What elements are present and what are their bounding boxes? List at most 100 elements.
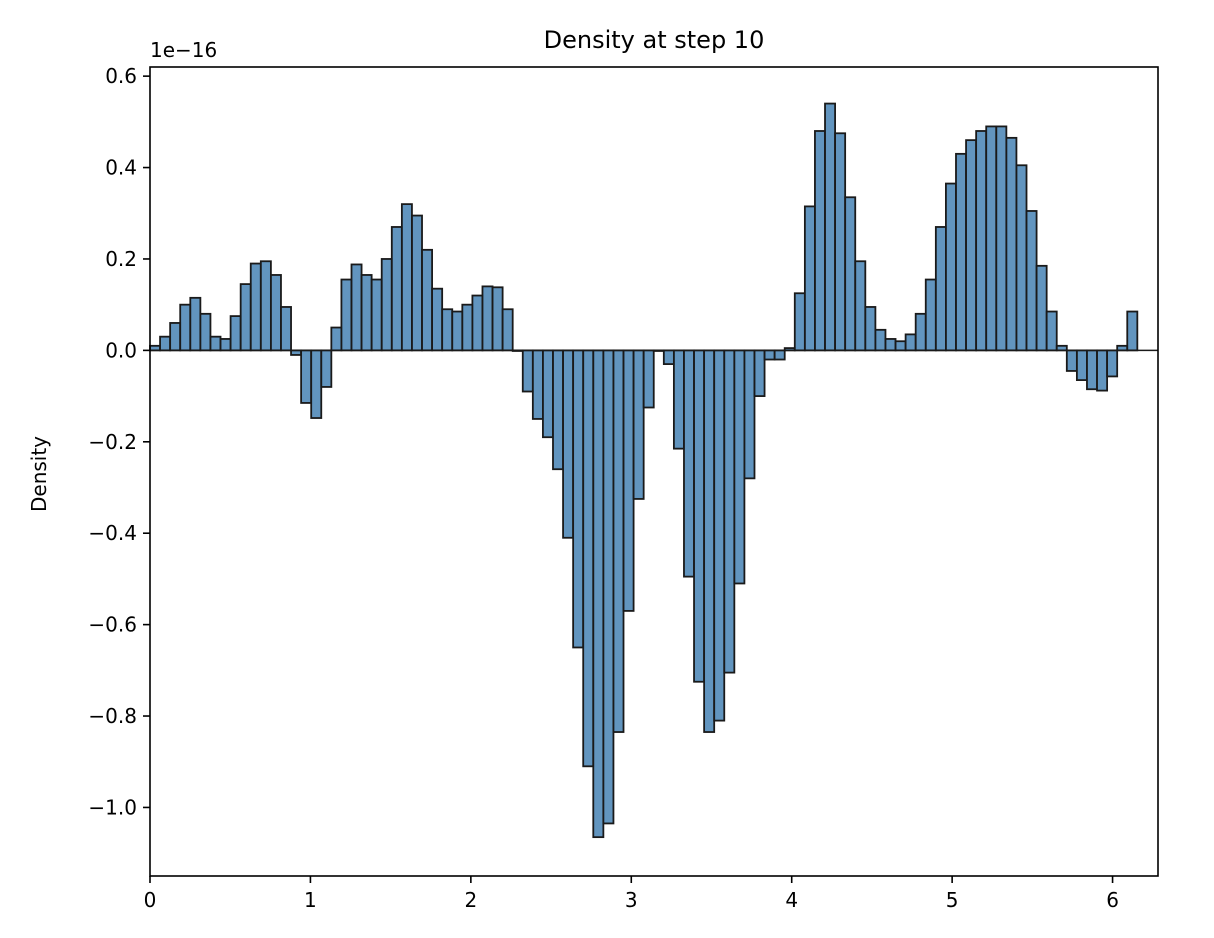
histogram-bar: [713, 349, 726, 722]
y-tick-label: 0.6: [105, 64, 137, 88]
histogram-bar: [350, 263, 363, 352]
histogram-bar: [1096, 349, 1109, 392]
histogram-bar: [259, 260, 272, 352]
histogram-bar: [531, 349, 544, 420]
y-tick-label: −0.4: [88, 521, 137, 545]
y-tick-label: −0.2: [88, 430, 137, 454]
histogram-bar: [1106, 349, 1119, 378]
histogram-bar: [642, 349, 655, 409]
histogram-bar: [1045, 310, 1058, 352]
histogram-bar: [491, 286, 504, 352]
x-axis-ticks: 0 1 2 3 4 5 6: [144, 876, 1119, 912]
plot-frame: [149, 66, 1159, 877]
histogram-bar: [683, 349, 695, 578]
histogram-bar: [1126, 310, 1139, 352]
histogram-bar: [1035, 264, 1048, 352]
histogram-bar: [269, 274, 282, 352]
histogram-bar: [955, 152, 967, 352]
histogram-bar: [421, 248, 433, 352]
histogram-bar: [773, 349, 786, 361]
histogram-bar: [934, 226, 947, 352]
histogram-bar: [763, 349, 776, 361]
histogram-bar: [703, 349, 716, 733]
histogram-bar: [370, 278, 383, 352]
histogram-bar: [451, 310, 464, 352]
histogram-bar: [824, 102, 836, 352]
histogram-bar: [672, 349, 685, 450]
histogram-bar: [552, 349, 564, 471]
histogram-bar: [300, 349, 313, 404]
histogram-bar: [521, 349, 534, 393]
histogram-bar: [803, 205, 816, 352]
histogram-bar: [693, 349, 706, 683]
x-tick-label: 3: [625, 888, 638, 912]
histogram-bar: [975, 130, 988, 352]
histogram-bar: [904, 333, 917, 352]
x-tick-label: 1: [304, 888, 317, 912]
histogram-bar: [209, 335, 222, 352]
y-tick-label: −0.8: [88, 704, 137, 728]
histogram-bar: [1025, 210, 1038, 352]
histogram-bar: [914, 312, 927, 352]
histogram-bar: [562, 349, 575, 539]
y-tick-label: 0.2: [105, 247, 137, 271]
histogram-bar: [400, 203, 413, 352]
histogram-bar: [1086, 349, 1098, 391]
histogram-bar: [743, 349, 756, 480]
histogram-bar: [340, 278, 353, 352]
histogram-bar: [1005, 136, 1018, 352]
histogram-bar: [199, 312, 212, 352]
histogram-bar: [622, 349, 635, 612]
histogram-bar: [461, 303, 474, 352]
y-axis-label: Density: [27, 436, 51, 512]
histogram-bar: [219, 338, 232, 352]
histogram-bar: [1015, 164, 1028, 352]
histogram-bar: [481, 285, 494, 352]
histogram-bar: [310, 349, 323, 419]
histogram-bar: [169, 322, 182, 352]
histogram-bar: [360, 274, 373, 352]
x-tick-label: 0: [144, 888, 157, 912]
histogram-bar: [753, 349, 766, 397]
histogram-bar: [542, 349, 554, 439]
histogram-bar: [239, 283, 252, 352]
histogram-bar: [411, 214, 423, 352]
histogram-bar: [874, 328, 887, 352]
histogram-bar: [612, 349, 625, 733]
chart-title: Density at step 10: [544, 26, 765, 54]
histogram-bar: [1075, 349, 1088, 381]
histogram-bar: [733, 349, 746, 585]
histogram-bar: [602, 349, 615, 825]
histogram-bar: [662, 349, 675, 365]
histogram-bar: [1065, 349, 1078, 372]
histogram-bar: [965, 139, 978, 352]
x-tick-label: 6: [1106, 888, 1119, 912]
histogram-bar: [501, 308, 514, 352]
histogram-bar: [189, 296, 202, 352]
histogram-bar: [834, 132, 847, 352]
histogram-bar: [330, 326, 343, 352]
y-axis-ticks: 0.6 0.4 0.2 0.0 −0.2 −0.4 −0.6 −0.8 −1.0: [88, 64, 150, 819]
histogram-bar: [793, 292, 806, 352]
histogram-bar: [471, 294, 484, 352]
histogram-bar: [723, 349, 736, 674]
histogram-bar: [380, 258, 393, 352]
x-tick-label: 2: [464, 888, 477, 912]
histogram-bar: [632, 349, 645, 500]
histogram-bar: [229, 315, 242, 352]
histogram-bar: [884, 338, 897, 352]
histogram-bar: [945, 182, 957, 352]
y-tick-label: 0.0: [105, 338, 137, 362]
histogram-bar: [894, 340, 907, 352]
histogram-bar: [390, 226, 403, 352]
histogram-bar: [592, 349, 605, 839]
histogram-bar: [844, 196, 857, 352]
y-tick-label: 0.4: [105, 156, 137, 180]
histogram-bar: [249, 262, 262, 352]
histogram-bar: [572, 349, 585, 649]
histogram-bar: [431, 287, 444, 352]
histogram-bar: [280, 306, 292, 352]
histogram-bar: [864, 306, 877, 352]
histogram-bar: [320, 349, 333, 388]
